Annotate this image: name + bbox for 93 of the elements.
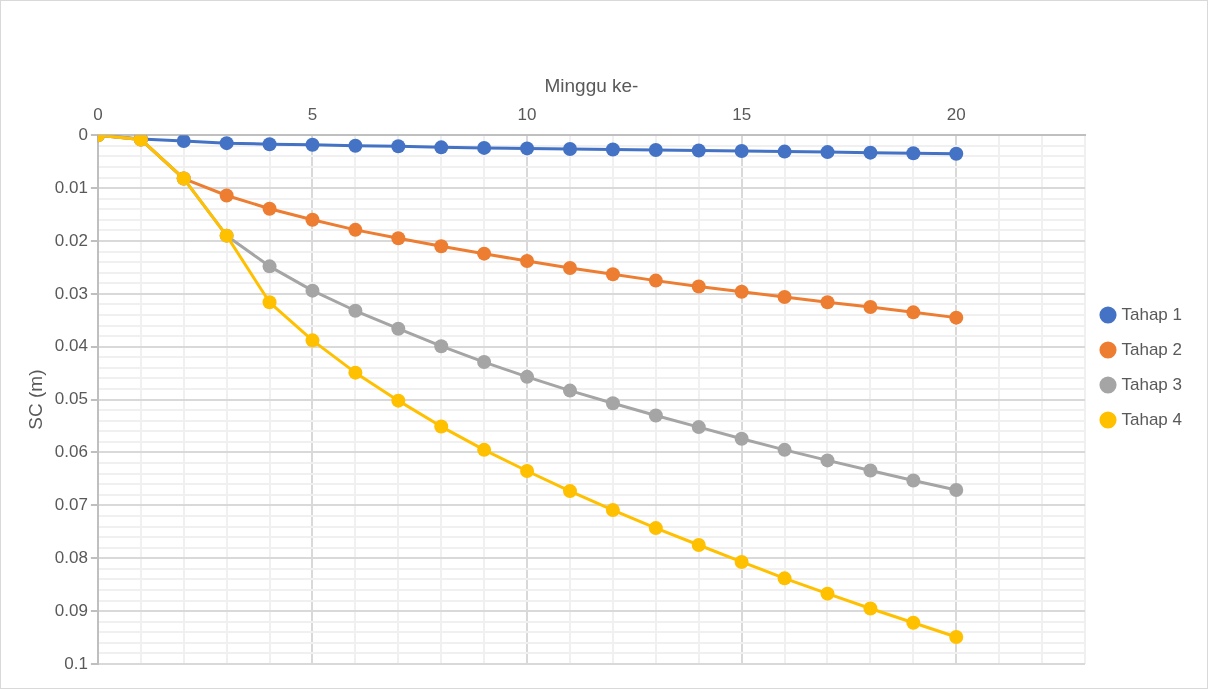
legend-label: Tahap 4 (1121, 409, 1182, 429)
point (820, 586, 835, 601)
point (262, 259, 277, 274)
point (348, 303, 363, 318)
point (906, 146, 921, 161)
x-tick-label: 0 (93, 104, 103, 124)
point (949, 146, 964, 161)
point (219, 136, 234, 151)
point (562, 260, 577, 275)
point (520, 141, 535, 156)
point (305, 212, 320, 227)
y-tick-label: 0.1 (64, 653, 88, 673)
y-tick-label: 0.07 (54, 495, 88, 515)
y-tick-label: 0.03 (54, 283, 88, 303)
point (777, 290, 792, 305)
point (820, 145, 835, 160)
point (391, 393, 406, 408)
point (648, 521, 663, 536)
point (863, 601, 878, 616)
point (605, 142, 620, 157)
point (348, 365, 363, 380)
point (734, 284, 749, 299)
point (520, 254, 535, 269)
point (434, 419, 449, 434)
point (906, 305, 921, 320)
point (777, 571, 792, 586)
y-tick-label: 0.09 (54, 600, 88, 620)
point (434, 239, 449, 254)
x-tick-label: 5 (307, 104, 318, 124)
point (691, 420, 706, 435)
point (691, 279, 706, 294)
point (691, 143, 706, 158)
x-tick-label: 20 (946, 104, 966, 124)
point (262, 137, 277, 152)
point (477, 246, 492, 261)
point (605, 503, 620, 518)
point (648, 143, 663, 158)
point (477, 355, 492, 370)
point (176, 135, 191, 149)
point (777, 442, 792, 457)
legend-label: Tahap 3 (1121, 374, 1182, 394)
point (906, 615, 921, 630)
y-tick-label: 0.06 (54, 442, 88, 462)
point (305, 283, 320, 298)
point (562, 383, 577, 398)
point (434, 140, 449, 155)
point (691, 538, 706, 553)
point (391, 231, 406, 246)
x-tick-label: 10 (517, 104, 537, 124)
x-tick-label: 15 (732, 104, 752, 124)
y-tick-label: 0.05 (54, 389, 88, 409)
point (219, 188, 234, 203)
point (305, 333, 320, 348)
point (949, 630, 964, 645)
point (434, 339, 449, 354)
point (949, 310, 964, 325)
point (949, 483, 964, 498)
point (391, 139, 406, 154)
point (262, 295, 277, 310)
point (348, 222, 363, 237)
point (648, 408, 663, 423)
y-tick-label: 0.04 (54, 336, 88, 356)
point (520, 369, 535, 384)
point (605, 396, 620, 411)
point (562, 484, 577, 499)
legend-label: Tahap 1 (1121, 304, 1182, 324)
point (391, 321, 406, 336)
point (863, 145, 878, 160)
y-tick-label: 0.01 (54, 177, 88, 197)
point (863, 300, 878, 315)
point (562, 141, 577, 156)
point (734, 431, 749, 446)
x-axis-title: Minggu ke- (544, 74, 639, 96)
point (262, 201, 277, 216)
point (734, 144, 749, 159)
point (477, 140, 492, 155)
point (520, 463, 535, 478)
point (777, 144, 792, 159)
point (906, 473, 921, 488)
point (605, 267, 620, 282)
point (734, 554, 749, 569)
point (820, 295, 835, 310)
point (477, 442, 492, 457)
y-axis-title: SC (m) (24, 369, 46, 430)
legend-label: Tahap 2 (1121, 339, 1182, 359)
y-tick-label: 0 (78, 124, 88, 144)
point (348, 138, 363, 153)
point (820, 453, 835, 468)
point (305, 137, 320, 152)
y-tick-label: 0.08 (54, 547, 88, 567)
point (648, 273, 663, 288)
y-tick-label: 0.02 (54, 230, 88, 250)
point (863, 463, 878, 478)
